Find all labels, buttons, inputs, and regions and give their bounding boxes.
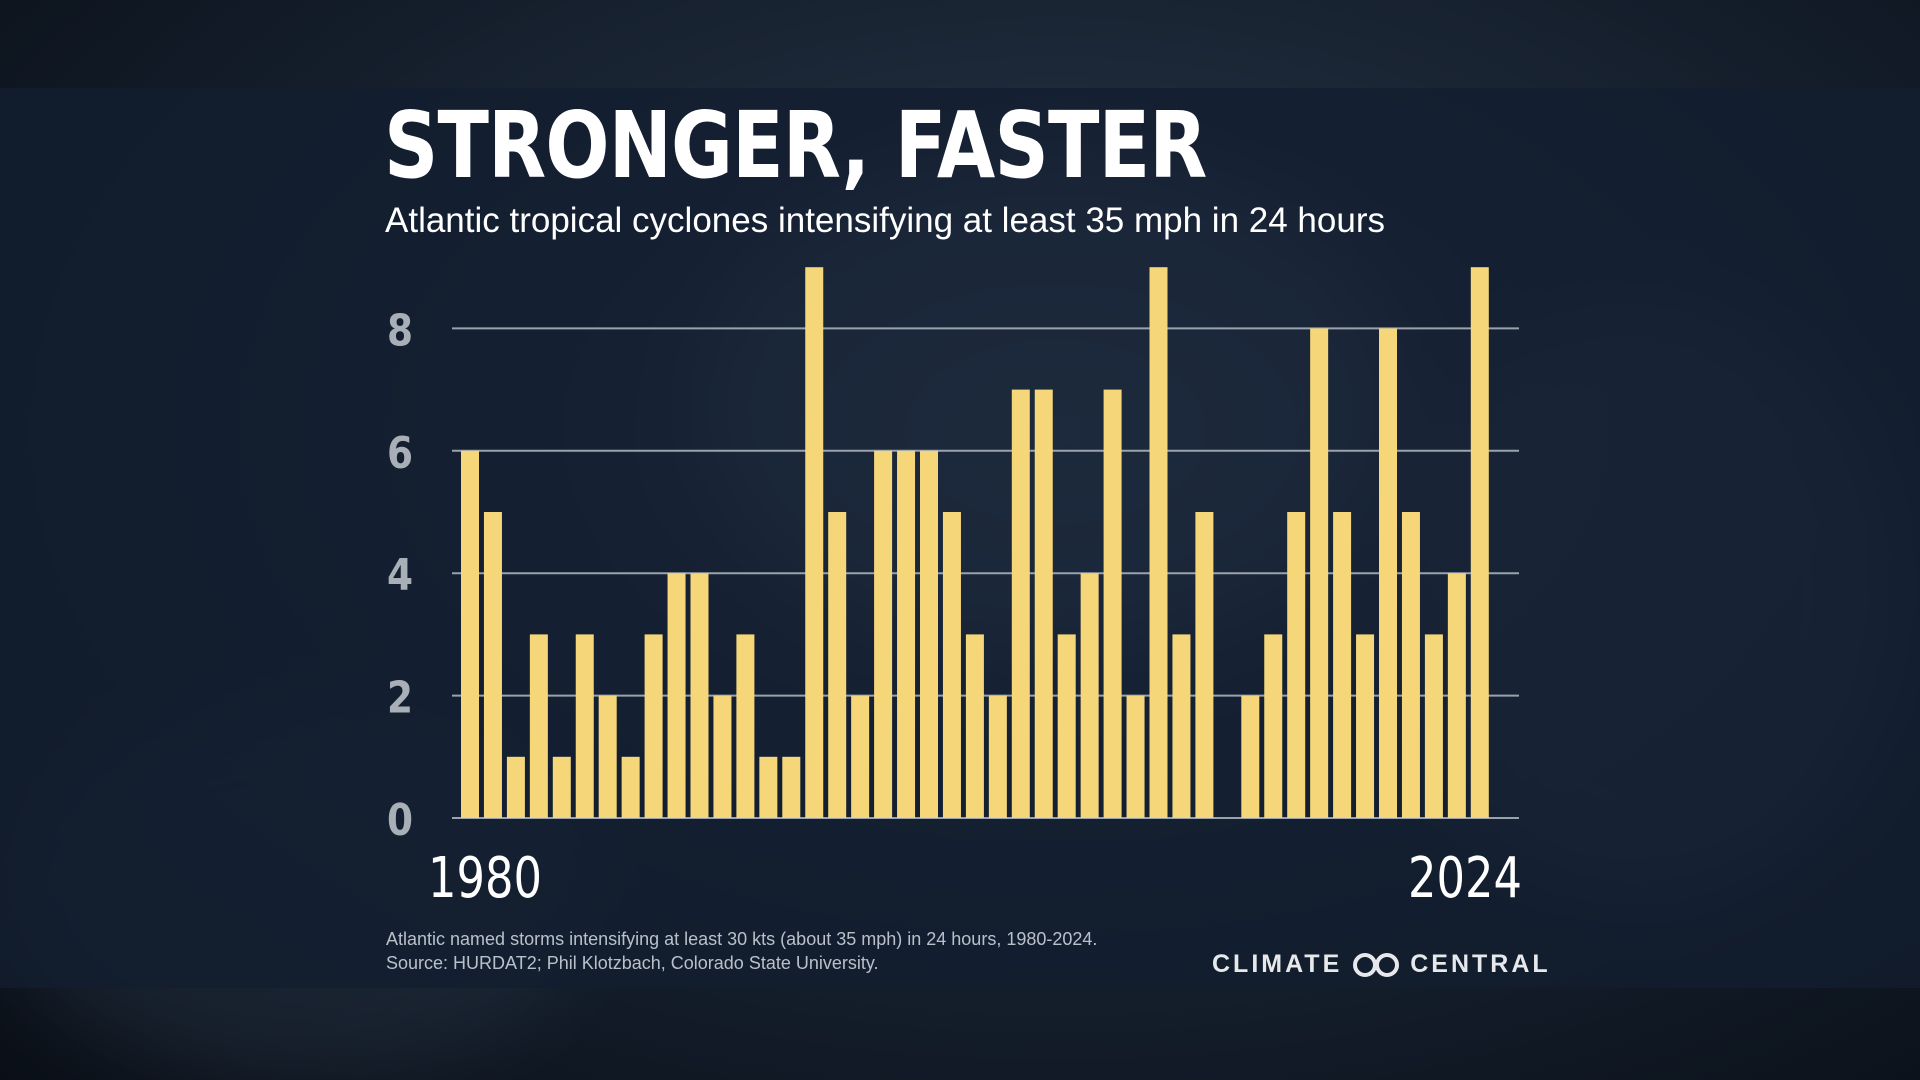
bars — [461, 267, 1489, 818]
y-tick-label: 0 — [387, 794, 413, 846]
bar — [782, 756, 801, 818]
bar — [690, 573, 709, 818]
logo-text-right: CENTRAL — [1410, 950, 1551, 978]
bar — [1287, 512, 1306, 818]
bar — [1264, 634, 1283, 818]
bar — [598, 695, 617, 818]
bar — [1103, 389, 1122, 818]
y-tick-label: 8 — [387, 304, 413, 356]
y-tick-label: 2 — [387, 672, 413, 724]
bar — [1149, 267, 1168, 818]
bar — [965, 634, 984, 818]
bar — [805, 267, 824, 818]
bar — [851, 695, 870, 818]
bar — [759, 756, 778, 818]
bar — [920, 450, 938, 818]
bar — [461, 450, 479, 818]
y-axis-ticks: 0 2 4 6 8 — [387, 304, 413, 845]
footnote: Atlantic named storms intensifying at le… — [386, 929, 1098, 949]
bar — [942, 512, 961, 818]
bar — [1126, 695, 1145, 818]
x-axis-ticks: 1980 2024 — [428, 845, 1522, 910]
x-tick-label: 2024 — [1408, 845, 1522, 910]
infinity-logo-icon — [1353, 952, 1400, 977]
bar — [1401, 512, 1420, 818]
bar — [1310, 328, 1329, 818]
logo-text-left: CLIMATE — [1212, 950, 1343, 978]
bar — [1057, 634, 1076, 818]
bar — [644, 634, 663, 818]
bar — [988, 695, 1007, 818]
bar — [552, 756, 571, 818]
bar — [736, 634, 755, 818]
bar — [621, 756, 640, 818]
bar — [506, 756, 525, 818]
bar — [874, 450, 893, 818]
source-note: Source: HURDAT2; Phil Klotzbach, Colorad… — [386, 953, 879, 973]
bar — [529, 634, 548, 818]
x-tick-label: 1980 — [428, 845, 542, 910]
bar — [1447, 573, 1466, 818]
bar — [1333, 512, 1352, 818]
bar — [1034, 389, 1053, 818]
bar — [1241, 695, 1260, 818]
bar — [1011, 389, 1030, 818]
climate-central-logo: CLIMATE CENTRAL — [1212, 950, 1551, 979]
bar — [1195, 512, 1214, 818]
bar — [828, 512, 847, 818]
bar — [1356, 634, 1375, 818]
bar — [897, 450, 916, 818]
bar — [1470, 267, 1489, 818]
y-tick-label: 6 — [387, 427, 413, 479]
bar — [1379, 328, 1397, 818]
chart-title: STRONGER, FASTER — [384, 92, 1207, 199]
bar — [713, 695, 732, 818]
chart-subtitle: Atlantic tropical cyclones intensifying … — [385, 201, 1385, 240]
bar — [483, 512, 502, 818]
bar — [575, 634, 594, 818]
bar — [1080, 573, 1099, 818]
bar — [1172, 634, 1191, 818]
bar — [1424, 634, 1443, 818]
bar — [667, 573, 686, 818]
y-tick-label: 4 — [387, 549, 413, 601]
